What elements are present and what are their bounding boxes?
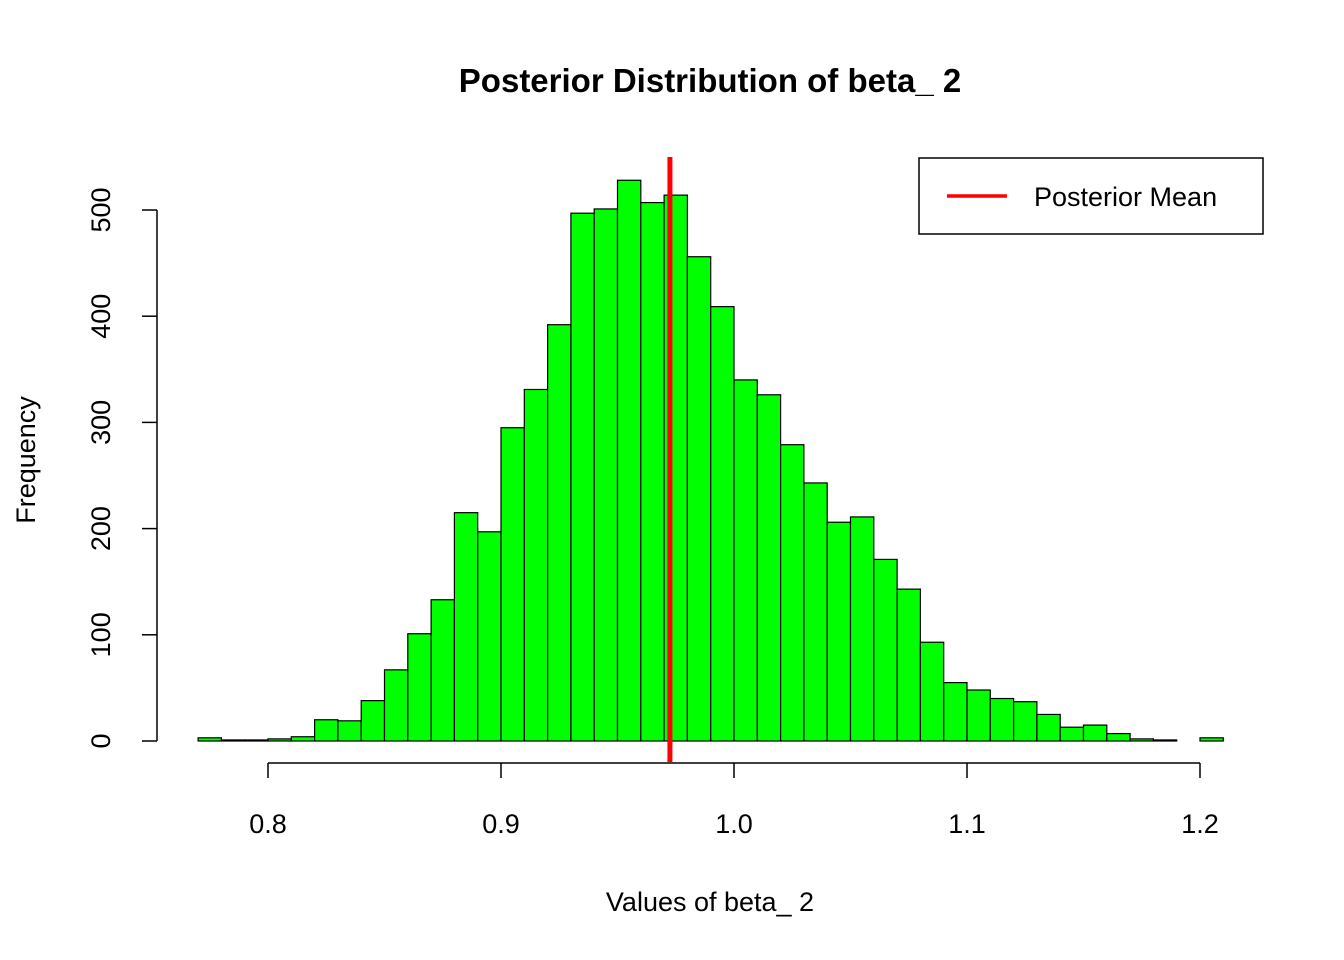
histogram-bar xyxy=(710,306,735,742)
histogram-bar xyxy=(873,558,898,742)
histogram-bar xyxy=(1129,738,1154,742)
histogram-bar xyxy=(197,737,223,742)
legend-label-posterior-mean: Posterior Mean xyxy=(1034,182,1217,212)
histogram-bar xyxy=(1106,732,1131,742)
histogram-bar xyxy=(640,201,665,742)
histogram-bar xyxy=(244,739,269,742)
y-tick-label: 200 xyxy=(86,506,116,551)
histogram-bar xyxy=(966,689,991,742)
y-axis-label: Frequency xyxy=(11,396,41,524)
histogram-bar xyxy=(220,739,246,742)
y-tick-label: 0 xyxy=(86,733,116,748)
x-tick-label: 0.9 xyxy=(482,809,520,839)
x-tick-label: 1.0 xyxy=(715,809,753,839)
chart-title: Posterior Distribution of beta_ 2 xyxy=(459,62,961,99)
histogram-bar xyxy=(267,738,292,742)
histogram-bar xyxy=(570,212,595,742)
histogram-bar xyxy=(360,700,386,742)
histogram-bar xyxy=(453,512,479,742)
histogram-bar xyxy=(477,531,502,742)
histogram-bar xyxy=(593,208,619,742)
histogram-bar xyxy=(779,444,805,742)
y-tick-label: 400 xyxy=(86,294,116,339)
histogram-bar xyxy=(919,641,945,742)
x-axis-label: Values of beta_ 2 xyxy=(606,887,814,917)
histogram-bar xyxy=(989,697,1015,742)
y-tick-label: 100 xyxy=(86,612,116,657)
histogram-bar xyxy=(523,388,549,742)
histogram-bar xyxy=(1059,726,1085,742)
histogram-bar xyxy=(500,427,525,742)
histogram-bar xyxy=(407,633,432,742)
legend: Posterior Mean xyxy=(918,157,1264,235)
y-axis: 0 100 200 300 400 500 xyxy=(86,187,158,749)
histogram-bar xyxy=(616,179,642,742)
histogram-bar xyxy=(546,324,572,742)
histogram-bar xyxy=(290,736,316,742)
histogram-bar xyxy=(430,599,456,742)
x-tick-label: 1.2 xyxy=(1181,809,1219,839)
histogram-bar xyxy=(1152,739,1178,742)
histogram-bar xyxy=(314,719,339,742)
histogram-bar xyxy=(803,482,828,742)
histogram-bar xyxy=(849,516,875,742)
bars-group xyxy=(197,179,1224,742)
histogram-bar xyxy=(1082,724,1108,742)
histogram-bar xyxy=(943,681,968,742)
histogram-bar xyxy=(896,588,921,742)
y-tick-label: 500 xyxy=(86,187,116,232)
y-tick-label: 300 xyxy=(86,400,116,445)
histogram-bar xyxy=(1199,737,1224,742)
histogram-bar xyxy=(337,720,362,742)
histogram-bar xyxy=(1012,701,1038,742)
histogram-bar xyxy=(756,394,782,742)
histogram-bar xyxy=(733,379,758,742)
x-tick-label: 0.8 xyxy=(249,809,287,839)
histogram-bar xyxy=(686,256,712,742)
x-axis: 0.8 0.9 1.0 1.1 1.2 xyxy=(249,762,1219,839)
x-tick-label: 1.1 xyxy=(948,809,986,839)
histogram-bar xyxy=(383,669,409,742)
histogram-bar xyxy=(1036,713,1061,742)
histogram-bar xyxy=(826,521,852,742)
